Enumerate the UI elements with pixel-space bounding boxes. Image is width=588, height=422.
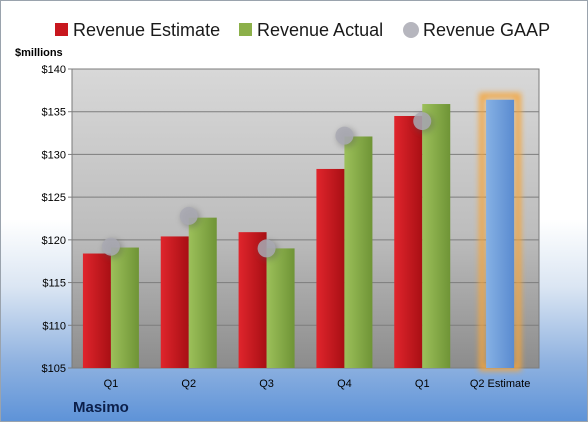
bar-revenue-estimate (160, 236, 189, 368)
x-tick-label: Q2 (181, 378, 196, 390)
y-tick-label: $110 (42, 320, 66, 332)
bars (82, 92, 522, 372)
x-tick-label: Q1 (415, 378, 430, 390)
y-tick-label: $130 (42, 149, 66, 161)
legend-swatch (239, 23, 252, 36)
legend-label: Revenue GAAP (423, 20, 550, 40)
gaap-markers (101, 112, 435, 261)
y-tick-label: $115 (42, 278, 66, 290)
bar-revenue-estimate (394, 115, 423, 368)
bar-revenue-actual (110, 247, 139, 368)
x-tick-label: Q4 (337, 378, 352, 390)
bar-revenue-actual-estimate (486, 99, 515, 369)
legend-swatch-revenue-gaap (403, 22, 419, 38)
plot-area (71, 68, 540, 369)
company-name: Masimo (73, 399, 129, 416)
bar-revenue-actual (188, 217, 217, 368)
bar-revenue-estimate (82, 253, 111, 368)
bar-revenue-actual (422, 104, 451, 369)
marker-revenue-gaap (413, 112, 432, 131)
x-tick-label: Q1 (104, 378, 119, 390)
x-tick-label: Q2 Estimate (470, 378, 531, 390)
y-tick-label: $125 (42, 192, 66, 204)
y-tick-label: $135 (42, 107, 66, 119)
y-tick-label: $140 (42, 64, 66, 76)
marker-revenue-gaap (257, 239, 276, 258)
chart-legend: Revenue Estimate Revenue Actual Revenue GA… (55, 20, 550, 40)
marker-revenue-gaap (179, 206, 198, 225)
y-axis-ticks: $105 $110 $115 $120 $125 $130 $135 $140 (42, 64, 72, 375)
gridlines (72, 68, 539, 369)
x-axis-ticks: Q1 Q2 Q3 Q4 Q1 Q2 Estimate (104, 378, 531, 390)
legend-label: Revenue Actual (257, 20, 383, 40)
y-tick-label: $105 (42, 363, 66, 375)
y-axis-unit-label: $millions (15, 47, 63, 59)
x-tick-label: Q3 (259, 378, 274, 390)
marker-revenue-gaap (101, 237, 120, 256)
bar-revenue-actual (344, 136, 373, 368)
legend-label: Revenue Estimate (73, 20, 220, 40)
bar-revenue-estimate (316, 168, 345, 368)
bar-revenue-actual (266, 248, 295, 368)
marker-revenue-gaap (335, 126, 354, 145)
legend-swatch (55, 23, 68, 36)
y-tick-label: $120 (42, 235, 66, 247)
